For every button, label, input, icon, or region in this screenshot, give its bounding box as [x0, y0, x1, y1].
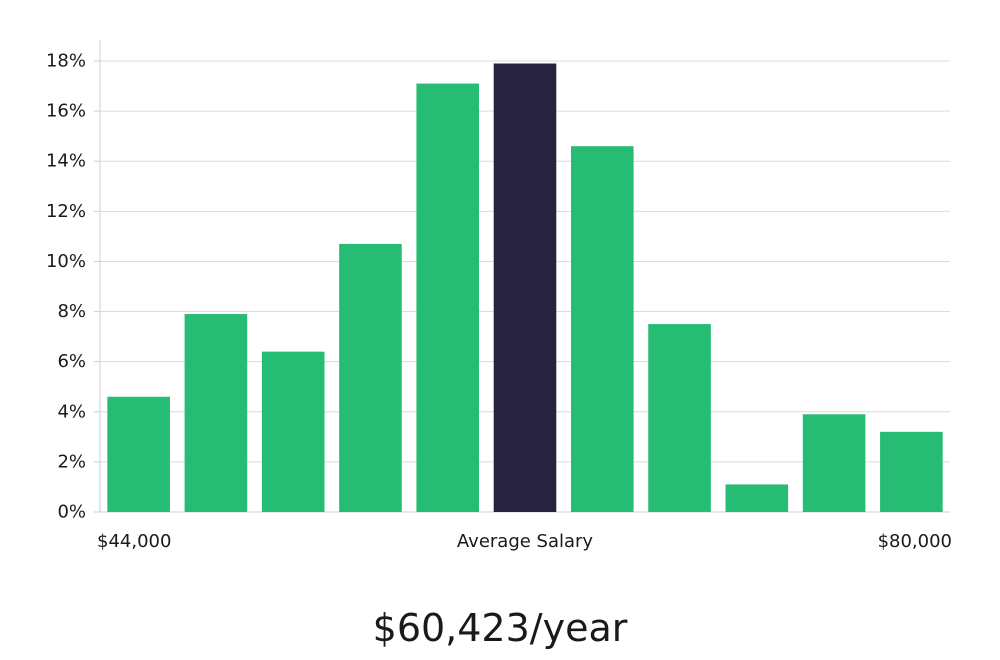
x-label-min: $44,000	[97, 531, 171, 552]
bar	[880, 431, 943, 512]
bar	[339, 243, 402, 512]
y-tick-label: 12%	[46, 201, 86, 222]
y-tick-label: 16%	[46, 101, 86, 122]
bar-average-salary	[493, 63, 557, 512]
y-axis-tick-labels: 0% 2% 4% 6% 8% 10% 12% 14% 16% 18%	[46, 51, 86, 523]
bar	[648, 324, 711, 512]
y-tick-label: 10%	[46, 251, 86, 272]
bar	[107, 396, 170, 512]
y-tick-label: 6%	[57, 351, 86, 372]
y-tick-label: 0%	[57, 502, 86, 523]
y-tick-label: 2%	[57, 451, 86, 472]
x-label-max: $80,000	[878, 531, 952, 552]
average-salary-headline: $60,423/year	[372, 606, 628, 650]
bar	[416, 83, 480, 513]
y-tick-label: 14%	[46, 151, 86, 172]
bar	[725, 484, 789, 512]
salary-distribution-chart: 0% 2% 4% 6% 8% 10% 12% 14% 16% 18% $44,000 Averag…	[46, 40, 952, 552]
chart-svg: 0% 2% 4% 6% 8% 10% 12% 14% 16% 18% $44,000 Averag…	[46, 40, 952, 552]
bar	[802, 414, 866, 512]
bar	[261, 351, 325, 512]
y-tick-label: 8%	[57, 301, 86, 322]
y-tick-label: 4%	[57, 401, 86, 422]
bars	[107, 63, 943, 513]
x-label-average-salary: Average Salary	[457, 531, 594, 552]
y-tick-label: 18%	[46, 51, 86, 72]
bar	[570, 146, 634, 512]
bar	[184, 314, 248, 512]
